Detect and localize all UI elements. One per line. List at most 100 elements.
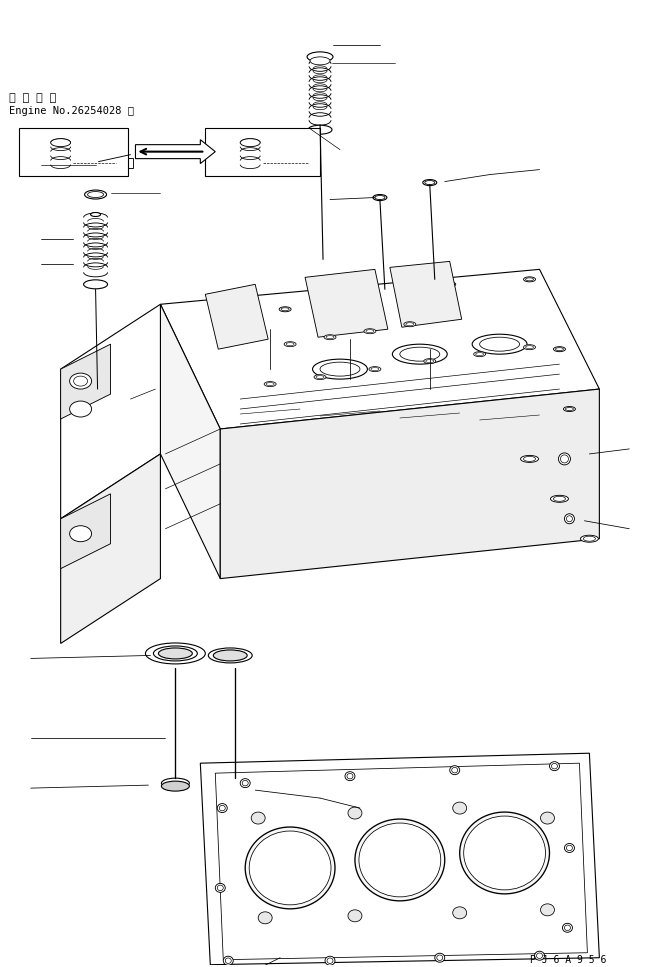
Polygon shape xyxy=(200,753,599,965)
Ellipse shape xyxy=(520,455,539,462)
Circle shape xyxy=(565,513,575,524)
Ellipse shape xyxy=(217,804,227,812)
Ellipse shape xyxy=(84,190,106,199)
Ellipse shape xyxy=(215,884,225,893)
Ellipse shape xyxy=(281,308,289,310)
Ellipse shape xyxy=(284,341,296,347)
Ellipse shape xyxy=(225,958,231,963)
Ellipse shape xyxy=(371,367,379,370)
Circle shape xyxy=(559,453,571,465)
Ellipse shape xyxy=(555,348,563,351)
Polygon shape xyxy=(61,344,110,419)
Ellipse shape xyxy=(307,52,333,62)
Ellipse shape xyxy=(373,194,387,200)
Ellipse shape xyxy=(159,648,193,659)
Ellipse shape xyxy=(213,650,248,660)
Ellipse shape xyxy=(223,956,233,965)
Ellipse shape xyxy=(423,359,436,364)
Ellipse shape xyxy=(74,376,88,386)
Ellipse shape xyxy=(359,823,441,896)
Polygon shape xyxy=(205,284,268,349)
Ellipse shape xyxy=(406,323,414,326)
Ellipse shape xyxy=(250,831,331,905)
Ellipse shape xyxy=(219,806,225,810)
Bar xyxy=(19,128,128,176)
Ellipse shape xyxy=(246,827,335,909)
Ellipse shape xyxy=(264,382,276,387)
Ellipse shape xyxy=(474,352,486,357)
Ellipse shape xyxy=(217,885,223,891)
Polygon shape xyxy=(305,270,388,337)
Ellipse shape xyxy=(581,535,598,542)
Ellipse shape xyxy=(258,912,272,923)
Ellipse shape xyxy=(444,281,456,287)
Ellipse shape xyxy=(279,307,291,311)
Ellipse shape xyxy=(563,406,575,412)
Polygon shape xyxy=(161,305,220,578)
Polygon shape xyxy=(136,139,215,163)
Ellipse shape xyxy=(480,337,520,351)
Ellipse shape xyxy=(446,282,454,286)
Ellipse shape xyxy=(535,952,545,960)
Ellipse shape xyxy=(460,812,549,894)
Ellipse shape xyxy=(308,125,332,134)
Text: P J 6 A 9 5 6: P J 6 A 9 5 6 xyxy=(530,954,606,965)
Text: Engine No.26254028 ～: Engine No.26254028 ～ xyxy=(9,105,134,116)
Ellipse shape xyxy=(345,772,355,780)
Circle shape xyxy=(104,160,114,169)
Ellipse shape xyxy=(524,456,535,461)
Ellipse shape xyxy=(553,496,565,501)
Ellipse shape xyxy=(310,57,330,65)
Ellipse shape xyxy=(437,955,443,960)
Ellipse shape xyxy=(153,646,197,661)
Ellipse shape xyxy=(537,952,543,958)
Ellipse shape xyxy=(316,375,324,379)
Ellipse shape xyxy=(325,956,335,965)
Polygon shape xyxy=(390,261,462,327)
Polygon shape xyxy=(161,270,599,429)
Ellipse shape xyxy=(453,907,467,919)
Ellipse shape xyxy=(551,763,557,769)
Ellipse shape xyxy=(472,335,527,354)
Ellipse shape xyxy=(90,213,100,217)
Ellipse shape xyxy=(453,802,467,814)
Ellipse shape xyxy=(344,292,356,297)
Ellipse shape xyxy=(161,781,189,791)
Ellipse shape xyxy=(208,648,252,663)
Ellipse shape xyxy=(286,342,294,345)
Ellipse shape xyxy=(549,762,559,771)
Ellipse shape xyxy=(240,138,260,147)
Ellipse shape xyxy=(526,345,533,349)
Ellipse shape xyxy=(524,277,535,281)
Polygon shape xyxy=(215,763,587,959)
Ellipse shape xyxy=(219,777,251,789)
Ellipse shape xyxy=(314,374,326,380)
Ellipse shape xyxy=(320,362,360,376)
Ellipse shape xyxy=(324,335,336,339)
Ellipse shape xyxy=(464,816,545,890)
Bar xyxy=(205,128,320,176)
Polygon shape xyxy=(61,454,161,643)
Ellipse shape xyxy=(70,526,92,542)
Ellipse shape xyxy=(153,646,197,660)
Ellipse shape xyxy=(266,383,274,386)
Ellipse shape xyxy=(553,347,565,352)
Ellipse shape xyxy=(145,643,205,664)
Ellipse shape xyxy=(88,191,104,197)
Polygon shape xyxy=(61,494,110,569)
Ellipse shape xyxy=(423,180,437,186)
Ellipse shape xyxy=(583,537,595,542)
Ellipse shape xyxy=(242,780,248,786)
Ellipse shape xyxy=(392,344,448,365)
Ellipse shape xyxy=(51,138,71,147)
Ellipse shape xyxy=(565,925,571,930)
Ellipse shape xyxy=(312,359,367,379)
Ellipse shape xyxy=(366,330,374,333)
Ellipse shape xyxy=(240,778,250,788)
Ellipse shape xyxy=(524,344,535,350)
Text: 適 用 号 機: 適 用 号 機 xyxy=(9,93,56,103)
Ellipse shape xyxy=(364,329,376,334)
Ellipse shape xyxy=(348,910,362,922)
Ellipse shape xyxy=(70,401,92,417)
Ellipse shape xyxy=(425,360,434,363)
